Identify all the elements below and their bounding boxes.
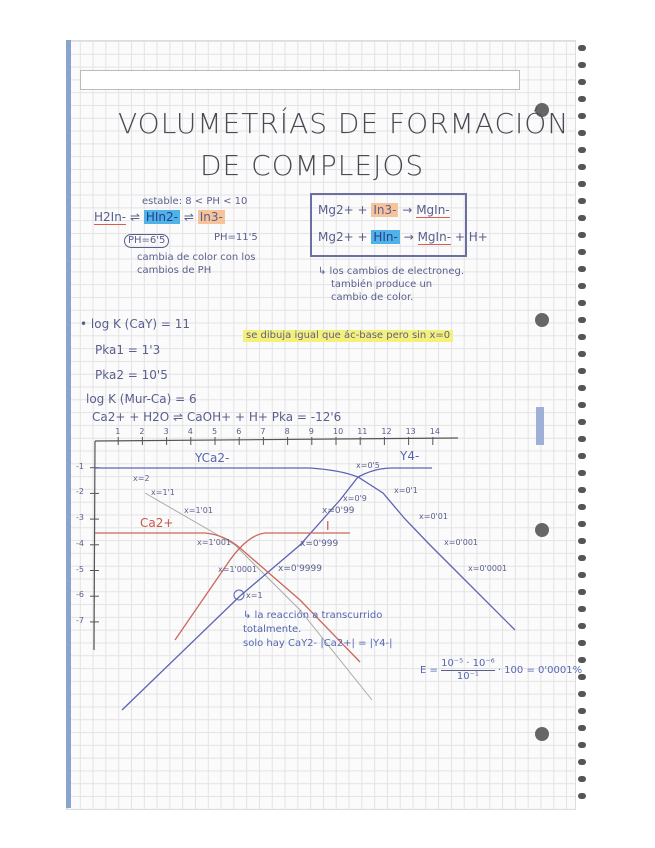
species-in: In3- (197, 210, 225, 224)
label-i: I (326, 519, 330, 533)
r1-reactant: Mg2+ + (318, 203, 368, 217)
margin-line (66, 40, 71, 808)
y-axis (93, 440, 96, 651)
arrow: → (402, 203, 413, 217)
y-tick-label: -3 (76, 513, 84, 523)
stable-range: estable: 8 < PH < 10 (142, 196, 248, 207)
reactions-note-1: ↳ los cambios de electroneg. (318, 266, 465, 277)
pka1: Pka1 = 1'3 (95, 343, 161, 357)
yca-curve (95, 467, 516, 631)
x-tick-label: 10 (333, 427, 344, 436)
conclusion-2: totalmente. (243, 624, 302, 635)
i-curve (174, 532, 350, 641)
hydrolysis-eq: Ca2+ + H2O ⇌ CaOH+ + H+ Pka = -12'6 (92, 410, 342, 424)
logk-cay: • log K (CaY) = 11 (80, 317, 191, 331)
page-tab (536, 407, 544, 445)
y-tick-label: -4 (76, 538, 84, 548)
point-label: x=1 (246, 591, 263, 600)
arrow: → (403, 230, 414, 244)
point-label: x=0'99 (322, 506, 355, 516)
point-label: x=0'9 (343, 494, 367, 503)
indicator-note-1: cambia de color con los (137, 252, 256, 263)
r2-hin: HIn- (371, 230, 400, 244)
x-tick-label: 2 (139, 427, 145, 436)
point-label: x=0'01 (419, 512, 448, 521)
indicator-note-2: cambios de PH (137, 265, 212, 276)
pka2: Pka2 = 10'5 (95, 368, 168, 382)
reactions-note-3: cambio de color. (331, 292, 414, 303)
y-tick-label: -1 (76, 461, 84, 471)
reactions-box (310, 193, 467, 257)
r2-product: MgIn- (417, 230, 452, 245)
y-tick-label: -2 (76, 487, 84, 497)
gray-line (144, 492, 373, 701)
point-label: x=0'0001 (468, 564, 508, 573)
point-label: x=1'0001 (218, 565, 258, 574)
label-ca: Ca2+ (140, 516, 174, 530)
x-tick-label: 13 (405, 427, 416, 436)
equilibrium-arrow: ⇌ (183, 210, 198, 224)
highlight-note: se dibuja igual que ác-base pero sin x=0 (243, 330, 454, 342)
y-tick-label: -5 (76, 564, 84, 574)
r2-h: + H+ (454, 230, 488, 244)
point-label: x=0'001 (444, 538, 478, 547)
point-label: x=0'5 (356, 461, 380, 470)
r1-product: MgIn- (416, 203, 450, 218)
x-tick-label: 9 (308, 427, 314, 436)
reactions-note-2: también produce un (331, 279, 433, 290)
x-tick-label: 6 (236, 427, 242, 436)
point-label: x=1'1 (151, 488, 175, 497)
logk-mur: log K (Mur-Ca) = 6 (86, 392, 197, 406)
equivalence-point (233, 589, 245, 601)
error-denominator: 10⁻¹ (456, 670, 479, 682)
label-yca: YCa2- (195, 451, 230, 465)
x-tick-label: 12 (381, 427, 392, 436)
label-y4: Y4- (400, 449, 420, 463)
error-rhs: · 100 = 0'0001% (497, 665, 583, 676)
x-tick-label: 14 (429, 427, 440, 436)
r2-reactant: Mg2+ + (318, 230, 368, 244)
x-tick-label: 4 (187, 427, 193, 436)
indicator-eq: H2In- ⇌ HIn2- ⇌ In3- (94, 210, 225, 225)
species-h2in: H2In- (94, 210, 127, 225)
y4-curve (121, 467, 432, 711)
conclusion-3: solo hay CaY2- |Ca2+| = |Y4-| (243, 638, 393, 649)
point-label: x=1'001 (197, 538, 231, 547)
point-label: x=0'999 (300, 539, 339, 549)
x-tick-label: 1 (115, 427, 121, 436)
error-lhs: E = (420, 665, 438, 676)
error-formula: E = 10⁻⁵ · 10⁻⁶ 10⁻¹ · 100 = 0'0001% (420, 658, 582, 682)
point-label: x=0'1 (394, 486, 418, 495)
x-tick-label: 3 (163, 427, 169, 436)
x-tick-label: 5 (212, 427, 218, 436)
y-tick-label: -6 (76, 590, 84, 600)
y-tick-label: -7 (76, 615, 84, 625)
species-hin: HIn2- (143, 210, 180, 224)
point-label: x=0'9999 (278, 564, 322, 574)
error-numerator: 10⁻⁵ · 10⁻⁶ (441, 658, 495, 671)
equilibrium-arrow: ⇌ (129, 210, 144, 224)
point-label: x=2 (133, 474, 150, 483)
reaction-1: Mg2+ + In3- → MgIn- (318, 203, 450, 218)
r1-in: In3- (371, 203, 399, 217)
x-tick-label: 8 (284, 427, 290, 436)
x-axis (94, 437, 459, 442)
title-line1: VOLUMETRÍAS DE FORMACIÓN (118, 107, 570, 140)
point-label: x=1'01 (184, 506, 213, 515)
x-tick-label: 11 (357, 427, 368, 436)
title-line2: DE COMPLEJOS (200, 149, 425, 182)
header-box (80, 70, 520, 90)
ph1: PH=6'5 (124, 234, 170, 248)
x-tick-label: 7 (260, 427, 266, 436)
conclusion-1: ↳ la reacción a transcurrido (243, 610, 383, 621)
reaction-2: Mg2+ + HIn- → MgIn- + H+ (318, 230, 488, 245)
ph2: PH=11'5 (214, 232, 258, 243)
